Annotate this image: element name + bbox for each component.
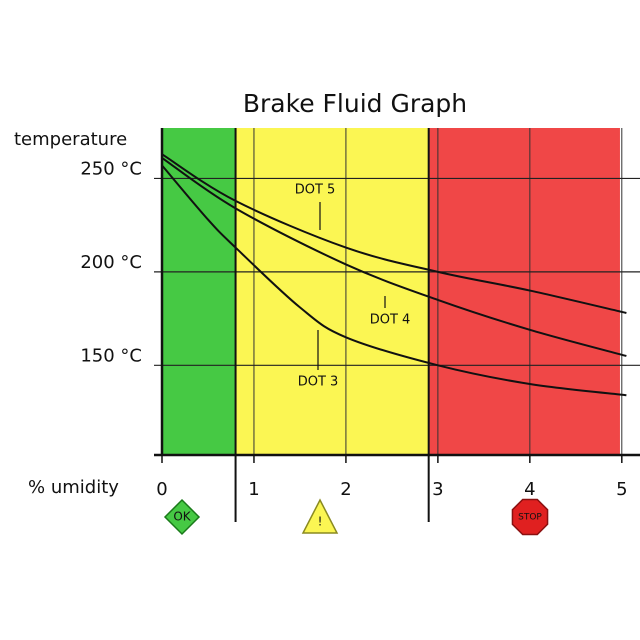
chart-title: Brake Fluid Graph [243,89,467,118]
y-axis-label: temperature [14,129,127,150]
x-tick-label: 2 [340,479,351,500]
series-label: DOT 4 [370,313,411,328]
x-tick-label: 3 [432,479,443,500]
x-tick-label: 0 [156,479,167,500]
warning-triangle [301,498,339,534]
zone-icon: ! [301,498,339,534]
zone-icon: STOP [511,498,549,536]
y-tick-label: 200 °C [80,252,142,273]
series-label: DOT 5 [295,183,336,198]
zone-label: OK [173,510,191,524]
series-line [161,157,627,357]
zone-label: ! [318,515,323,529]
x-axis-label: % umidity [28,477,119,498]
y-tick-label: 150 °C [80,345,142,366]
zone-label: STOP [518,513,542,523]
ok-diamond [163,498,201,536]
x-tick-label: 4 [524,479,535,500]
series-label: DOT 3 [298,375,339,390]
x-tick-label: 5 [616,479,627,500]
zone-icon: OK [163,498,201,536]
stop-octagon [511,498,549,536]
x-tick-label: 1 [248,479,259,500]
zone [162,128,236,455]
y-tick-label: 250 °C [80,158,142,179]
zone [235,128,429,455]
zone [428,128,620,455]
series-line [161,153,627,314]
series-line [161,164,627,397]
